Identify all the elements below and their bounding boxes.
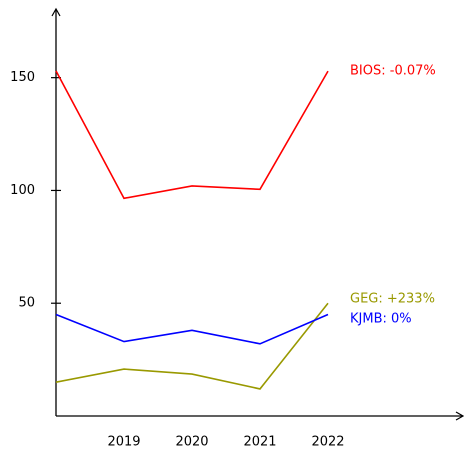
y-tick-label: 50 (18, 296, 35, 311)
x-tick-label: 2020 (175, 435, 208, 450)
series-line (55, 70, 329, 200)
y-tick-label: 100 (10, 183, 35, 198)
series-line (55, 313, 329, 345)
x-tick-label: 2022 (311, 435, 344, 450)
x-tick-label: 2019 (107, 435, 140, 450)
series-label: GEG: +233% (350, 291, 435, 306)
series-line (55, 302, 329, 390)
y-tick-label: 150 (10, 70, 35, 85)
series-label: BIOS: -0.07% (350, 64, 436, 79)
x-tick-label: 2021 (243, 435, 276, 450)
series-label: KJMB: 0% (350, 311, 412, 326)
